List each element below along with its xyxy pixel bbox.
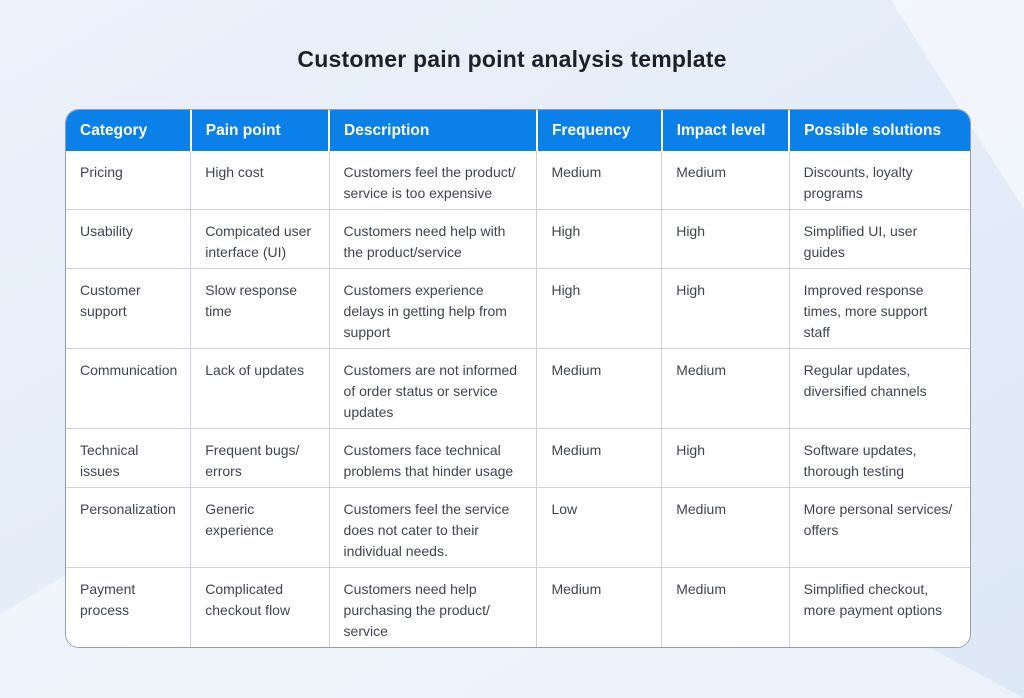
column-header-impact_level: Impact level — [661, 110, 791, 151]
cell-impact_level: High — [661, 428, 790, 488]
page-title: Customer pain point analysis template — [297, 46, 727, 72]
cell-frequency: Low — [536, 487, 663, 568]
column-header-pain_point: Pain point — [190, 110, 331, 151]
table-row: Payment process Complicated checkout flow… — [66, 567, 970, 647]
cell-description: Customers are not informed of order stat… — [328, 348, 538, 429]
cell-description: Customers feel the product/ service is t… — [328, 151, 538, 210]
cell-frequency: High — [536, 268, 663, 349]
cell-category: Pricing — [66, 151, 192, 210]
cell-pain_point: Complicated checkout flow — [190, 567, 330, 647]
cell-impact_level: Medium — [661, 567, 790, 647]
cell-description: Customers need help purchasing the produ… — [328, 567, 538, 647]
table-row: Communication Lack of updates Customers ar… — [66, 348, 970, 429]
table-row: Technical issues Frequent bugs/ errors Cus… — [66, 428, 970, 488]
cell-possible_solutions: Improved response times, more support st… — [788, 268, 970, 349]
cell-possible_solutions: Simplified checkout, more payment option… — [788, 567, 970, 647]
cell-category: Usability — [66, 209, 192, 269]
cell-impact_level: Medium — [661, 487, 790, 568]
cell-pain_point: Frequent bugs/ errors — [190, 428, 330, 488]
cell-impact_level: Medium — [661, 151, 790, 210]
cell-description: Customers need help with the product/ser… — [328, 209, 538, 269]
cell-possible_solutions: More personal services/ offers — [788, 487, 970, 568]
column-header-category: Category — [66, 110, 192, 151]
cell-impact_level: High — [661, 268, 790, 349]
cell-possible_solutions: Regular updates, diversified channels — [788, 348, 970, 429]
table-row: Pricing High cost Customers feel the produ… — [66, 151, 970, 210]
cell-frequency: Medium — [536, 348, 663, 429]
cell-category: Payment process — [66, 567, 192, 647]
cell-category: Personalization — [66, 487, 192, 568]
column-header-possible_solutions: Possible solutions — [789, 110, 970, 151]
cell-category: Customer support — [66, 268, 192, 349]
cell-category: Communication — [66, 348, 192, 429]
cell-pain_point: Generic experience — [190, 487, 330, 568]
cell-description: Customers feel the service does not cate… — [328, 487, 538, 568]
table-body: Pricing High cost Customers feel the produ… — [66, 151, 970, 647]
column-header-frequency: Frequency — [536, 110, 663, 151]
cell-frequency: High — [536, 209, 663, 269]
cell-possible_solutions: Simplified UI, user guides — [788, 209, 970, 269]
table-row: Personalization Generic experience Custome… — [66, 487, 970, 568]
cell-pain_point: High cost — [190, 151, 330, 210]
cell-description: Customers experience delays in getting h… — [328, 268, 538, 349]
cell-description: Customers face technical problems that h… — [328, 428, 538, 488]
table-header-row: Category Pain point Description Frequency Im… — [66, 110, 970, 151]
column-header-description: Description — [329, 110, 538, 151]
cell-pain_point: Slow response time — [190, 268, 330, 349]
cell-frequency: Medium — [536, 151, 663, 210]
cell-frequency: Medium — [536, 567, 663, 647]
table-row: Usability Compicated user interface (UI) C… — [66, 209, 970, 269]
cell-frequency: Medium — [536, 428, 663, 488]
cell-possible_solutions: Discounts, loyalty programs — [788, 151, 970, 210]
pain-point-analysis-table: Category Pain point Description Frequency Im… — [65, 109, 971, 648]
cell-impact_level: Medium — [661, 348, 790, 429]
cell-category: Technical issues — [66, 428, 192, 488]
cell-pain_point: Compicated user interface (UI) — [190, 209, 330, 269]
cell-possible_solutions: Software updates, thorough testing — [788, 428, 970, 488]
cell-pain_point: Lack of updates — [190, 348, 330, 429]
table-row: Customer support Slow response time Custom… — [66, 268, 970, 349]
data-table: Category Pain point Description Frequency Im… — [66, 110, 970, 647]
cell-impact_level: High — [661, 209, 790, 269]
